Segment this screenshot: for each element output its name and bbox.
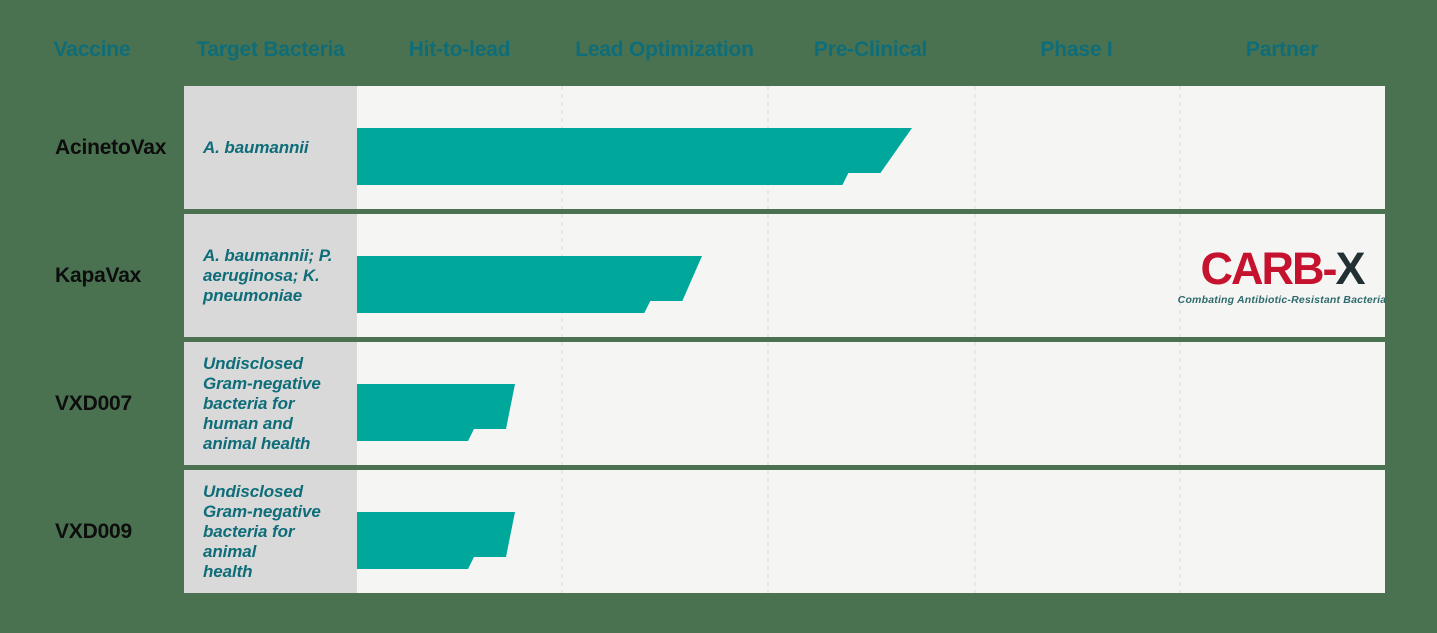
target-bacteria-text: Undisclosed Gram-negative bacteria for h…: [203, 353, 321, 453]
carbx-logo-primary: CARB-: [1200, 242, 1338, 294]
carbx-logo-tagline: Combating Antibiotic-Resistant Bacteria: [1177, 293, 1387, 306]
row-band: [357, 342, 1385, 465]
stage-gridline: [1179, 470, 1181, 593]
progress-bar-arrow: [357, 256, 702, 313]
vaccine-name: VXD009: [55, 519, 133, 543]
stage-gridline: [974, 86, 976, 209]
target-bacteria-cell: A. baumannii; P. aeruginosa; K. pneumoni…: [184, 214, 357, 337]
stage-gridline: [561, 470, 563, 593]
column-header-vaccine: Vaccine: [53, 38, 131, 61]
stage-gridline: [767, 214, 769, 337]
row-band: [357, 470, 1385, 593]
target-bacteria-text: Undisclosed Gram-negative bacteria for a…: [203, 481, 321, 581]
target-bacteria-cell: A. baumannii: [184, 86, 357, 209]
stage-gridline: [974, 342, 976, 465]
carbx-logo-accent: X: [1335, 242, 1365, 294]
row-band: CARB-X Combating Antibiotic-Resistant Ba…: [357, 214, 1387, 337]
progress-bar-arrow: [357, 512, 515, 569]
stage-gridline: [974, 470, 976, 593]
row-band: [357, 86, 1385, 209]
progress-bar-shape: [357, 256, 702, 313]
stage-gridline: [767, 342, 769, 465]
stage-gridline: [1179, 86, 1181, 209]
progress-bar-shape: [357, 128, 912, 185]
progress-bar-shape: [357, 512, 515, 569]
target-bacteria-cell: Undisclosed Gram-negative bacteria for a…: [184, 470, 357, 593]
column-header-target-bacteria: Target Bacteria: [196, 38, 345, 61]
carbx-logo-text: CARB-X: [1200, 242, 1366, 294]
stage-gridline: [974, 214, 976, 337]
column-header-pre-clinical: Pre-Clinical: [813, 38, 928, 61]
column-header-partner: Partner: [1245, 38, 1319, 61]
column-header-hit-to-lead: Hit-to-lead: [408, 38, 511, 61]
vaccine-name: KapaVax: [55, 263, 142, 287]
stage-gridline: [767, 470, 769, 593]
progress-bar-shape: [357, 384, 515, 441]
vaccine-name: AcinetoVax: [55, 135, 167, 159]
target-bacteria-text: A. baumannii: [203, 137, 309, 157]
stage-gridline: [1179, 214, 1181, 337]
column-header-lead-optimization: Lead Optimization: [575, 38, 754, 61]
progress-bar-arrow: [357, 384, 515, 441]
stage-gridline: [561, 342, 563, 465]
progress-bar-arrow: [357, 128, 912, 185]
target-bacteria-cell: Undisclosed Gram-negative bacteria for h…: [184, 342, 357, 465]
vaccine-name: VXD007: [55, 391, 133, 415]
column-header-phase-1: Phase I: [1040, 38, 1113, 61]
target-bacteria-text: A. baumannii; P. aeruginosa; K. pneumoni…: [203, 245, 333, 305]
stage-gridline: [1179, 342, 1181, 465]
partner-logo: CARB-X Combating Antibiotic-Resistant Ba…: [1177, 214, 1387, 337]
